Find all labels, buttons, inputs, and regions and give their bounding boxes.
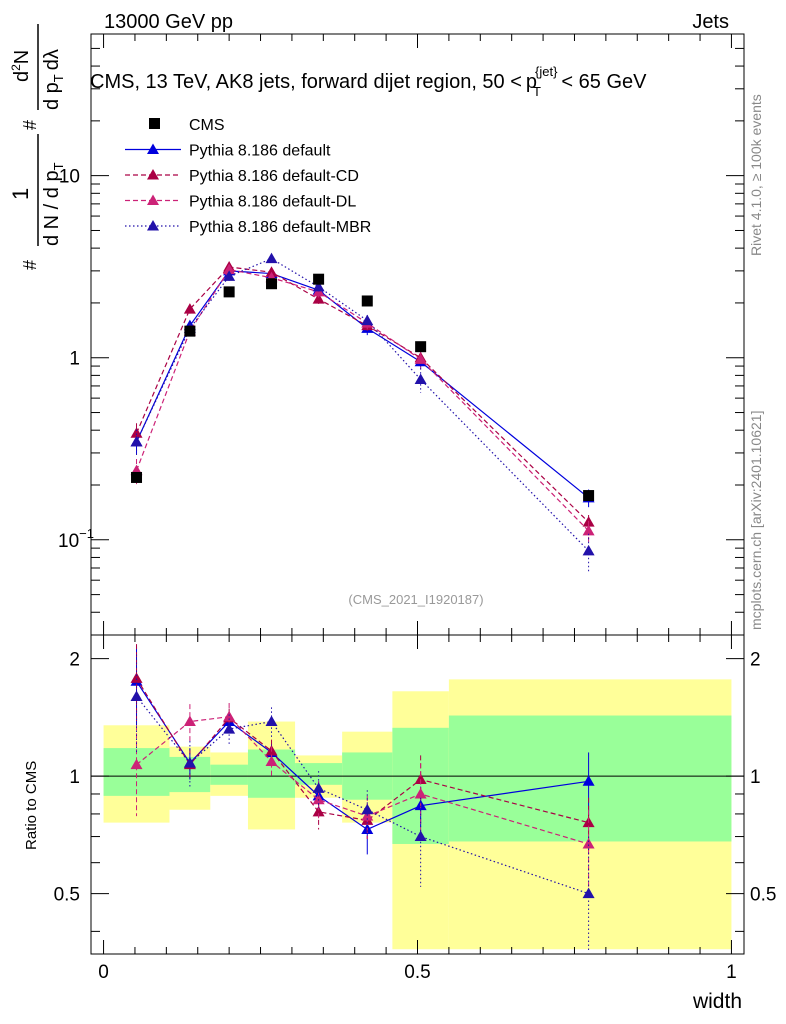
series-line-main bbox=[135, 268, 590, 532]
series-marker-main bbox=[361, 314, 374, 326]
series-marker-main bbox=[130, 435, 143, 447]
series-marker-ratio bbox=[312, 793, 325, 805]
series-marker-main bbox=[265, 266, 278, 277]
legend: CMS Pythia 8.186 default Pythia 8.186 defa… bbox=[125, 117, 371, 236]
cms-data-point bbox=[583, 490, 595, 502]
ratio-y-tick-labels: 0.5 0.5 1 1 2 2 bbox=[54, 650, 777, 906]
series-marker-main bbox=[223, 263, 236, 275]
series-line-main bbox=[135, 258, 590, 552]
band-green-bin bbox=[295, 763, 343, 785]
ratio-tick-label-right: 2 bbox=[750, 650, 761, 671]
legend-marker-cms bbox=[149, 118, 160, 129]
series-marker-ratio bbox=[312, 782, 325, 793]
series-marker-ratio bbox=[414, 787, 427, 799]
series-marker-ratio bbox=[130, 690, 143, 701]
band-green-bin bbox=[210, 764, 248, 785]
ratio-tick-label-left: 1 bbox=[69, 767, 80, 788]
energy-label: 13000 GeV pp bbox=[104, 11, 233, 33]
main-axis-ticks bbox=[91, 33, 744, 636]
series-marker-main bbox=[582, 544, 595, 556]
series-line-main bbox=[135, 270, 589, 499]
series-marker-ratio bbox=[130, 672, 143, 683]
ratio-tick-label-right: 1 bbox=[750, 767, 761, 788]
ratio-tick-label-left: 0.5 bbox=[54, 885, 80, 906]
legend-marker bbox=[147, 169, 159, 180]
cms-data-point bbox=[313, 273, 325, 285]
legend-label: Pythia 8.186 default bbox=[189, 143, 331, 160]
series-marker-main bbox=[223, 270, 236, 281]
series-marker-main bbox=[265, 252, 278, 264]
series-marker-main bbox=[414, 353, 427, 364]
ratio-panel: 0.5 0.51 12 2 0 0.5 1 bbox=[54, 634, 777, 983]
reference-label: (CMS_2021_I1920187) bbox=[348, 592, 483, 607]
ylabel-hash-1: # bbox=[20, 260, 40, 270]
x-tick-label: 0 bbox=[98, 962, 109, 983]
ylabel-den1: d N / d pT bbox=[41, 162, 66, 246]
series-marker-ratio bbox=[223, 710, 236, 722]
series-marker-ratio bbox=[361, 803, 374, 815]
main-y-tick-labels: 10−1 1 10 bbox=[58, 167, 94, 552]
series-marker-main bbox=[414, 373, 427, 384]
series-marker-ratio bbox=[223, 723, 236, 734]
series-marker-ratio bbox=[582, 887, 595, 899]
series-marker-ratio bbox=[414, 830, 427, 842]
series-marker-ratio bbox=[312, 805, 325, 817]
ratio-plot-area bbox=[91, 644, 744, 953]
chart-title: CMS, 13 TeV, AK8 jets, forward dijet reg… bbox=[90, 64, 647, 99]
series-marker-ratio bbox=[130, 758, 143, 770]
ratio-tick-label-right: 0.5 bbox=[750, 885, 776, 906]
series-marker-ratio bbox=[414, 773, 427, 785]
series-marker-main bbox=[582, 524, 595, 536]
category-label: Jets bbox=[692, 11, 729, 33]
series-line-ratio bbox=[136, 696, 589, 895]
legend-label: CMS bbox=[189, 117, 225, 134]
series-marker-ratio bbox=[265, 755, 278, 767]
series-line-ratio bbox=[136, 716, 589, 845]
cms-data-point bbox=[184, 325, 196, 337]
ratio-tick-label-left: 2 bbox=[69, 650, 80, 671]
ylabel-den2: d pTdλ bbox=[41, 49, 66, 110]
mcplots-label: mcplots.cern.ch [arXiv:2401.10621] bbox=[748, 411, 764, 630]
legend-marker bbox=[147, 220, 159, 231]
cms-data-point bbox=[361, 295, 373, 307]
series-marker-ratio bbox=[265, 715, 278, 727]
series-marker-main bbox=[130, 427, 143, 438]
cms-data-point bbox=[415, 341, 427, 353]
y-tick-label: 1 bbox=[69, 349, 80, 370]
x-tick-label: 0.5 bbox=[404, 962, 430, 983]
y-tick-label: 10−1 bbox=[58, 526, 94, 552]
series-marker-main bbox=[312, 280, 325, 292]
series-marker-ratio bbox=[183, 715, 196, 727]
series-marker-ratio bbox=[582, 775, 595, 786]
ylabel-one: 1 bbox=[8, 188, 33, 200]
cms-data-point bbox=[131, 471, 143, 483]
cms-data-point bbox=[266, 278, 278, 290]
cms-data-point bbox=[223, 286, 235, 298]
legend-label: Pythia 8.186 default-CD bbox=[189, 168, 359, 185]
legend-label: Pythia 8.186 default-MBR bbox=[189, 219, 371, 236]
main-plot-area bbox=[130, 252, 595, 573]
legend-marker bbox=[147, 194, 159, 205]
x-axis-label: width bbox=[692, 990, 742, 1013]
main-ylabel: # 1 d N / d pT # d2N d pTdλ bbox=[8, 24, 66, 270]
ratio-axis-ticks bbox=[91, 635, 744, 954]
ylabel-hash-2: # bbox=[20, 120, 40, 130]
ratio-ylabel: Ratio to CMS bbox=[23, 761, 40, 850]
x-tick-label: 1 bbox=[726, 962, 737, 983]
y-tick-label: 10 bbox=[59, 167, 80, 188]
x-tick-labels: 0 0.5 1 bbox=[98, 962, 736, 983]
legend-label: Pythia 8.186 default-DL bbox=[189, 194, 356, 211]
rivet-label: Rivet 4.1.0, ≥ 100k events bbox=[748, 94, 764, 256]
band-green-bin bbox=[103, 748, 170, 796]
series-line-main bbox=[135, 266, 590, 523]
legend-marker bbox=[147, 143, 159, 154]
series-marker-main bbox=[183, 303, 196, 314]
series-marker-main bbox=[312, 293, 325, 304]
main-panel: 10−1 1 10 CMS, 13 TeV, AK8 jets, forward d… bbox=[58, 33, 745, 636]
series-marker-ratio bbox=[183, 757, 196, 768]
series-marker-ratio bbox=[582, 837, 595, 849]
ylabel-d2n: d2N bbox=[9, 50, 33, 82]
